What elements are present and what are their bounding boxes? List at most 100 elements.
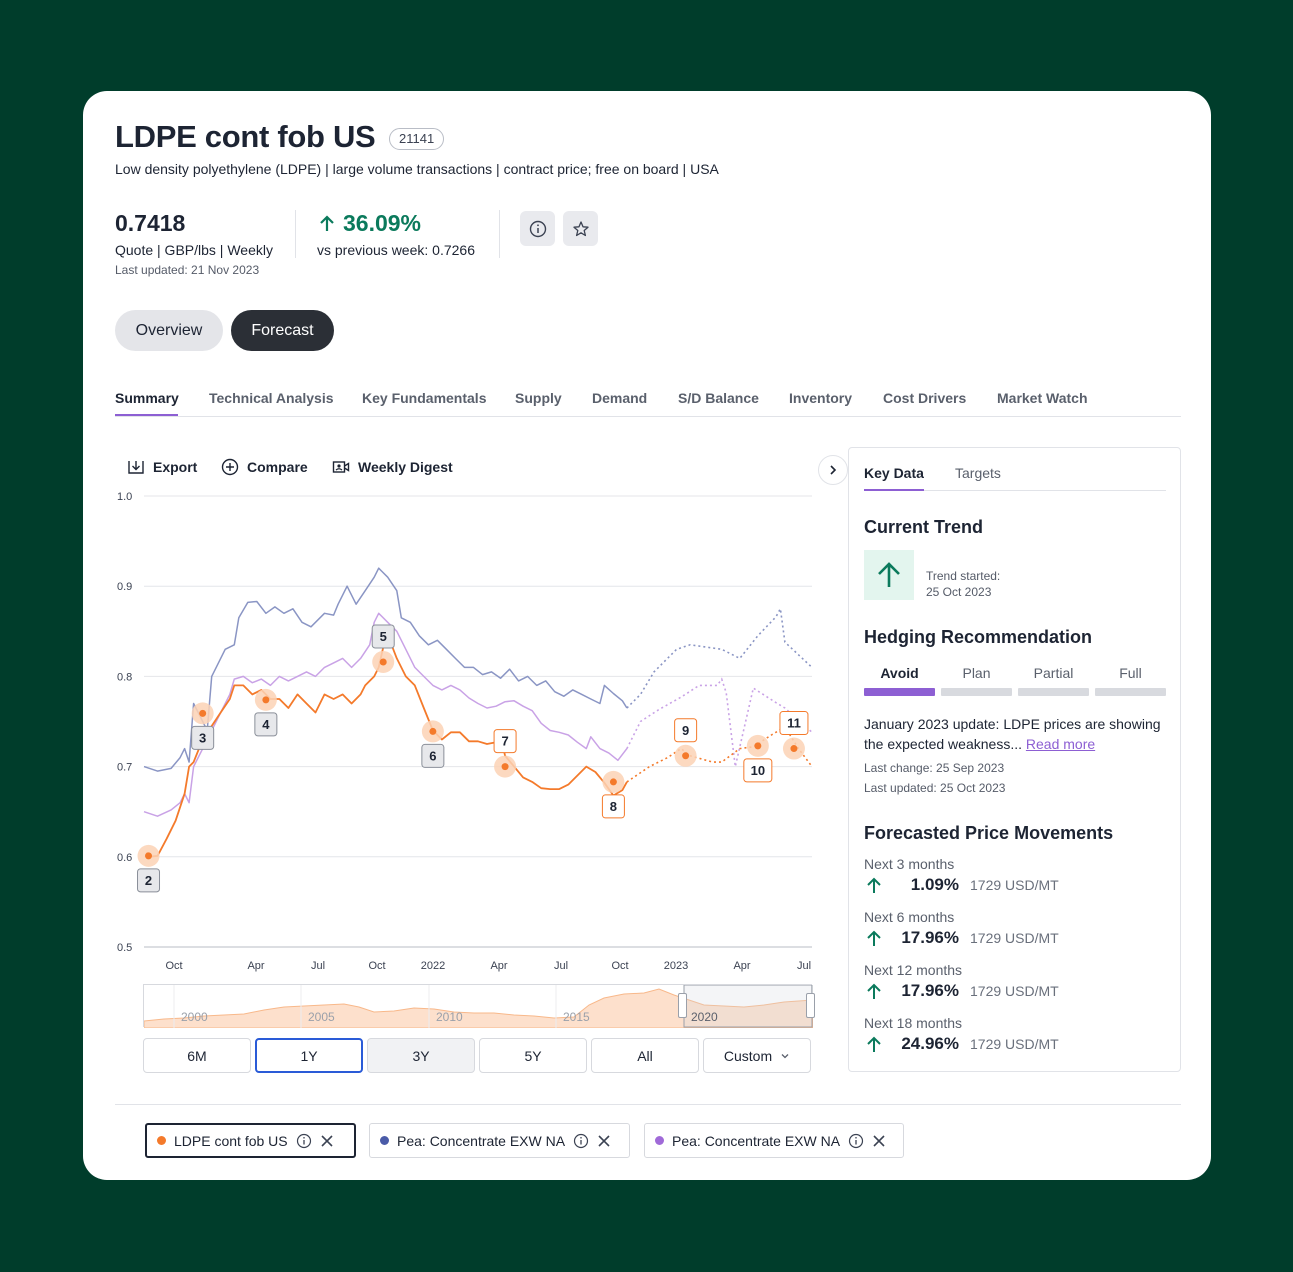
info-icon[interactable] xyxy=(573,1133,589,1149)
range-all-button[interactable]: All xyxy=(591,1038,699,1073)
x-tick-label: Oct xyxy=(611,960,628,972)
forecast-period: Next 3 months xyxy=(864,856,955,872)
info-button[interactable] xyxy=(520,211,555,246)
compare-button[interactable]: Compare xyxy=(221,458,308,476)
hedge-bar-full xyxy=(1095,688,1166,696)
range-5y-button[interactable]: 5Y xyxy=(479,1038,587,1073)
range-custom-dropdown[interactable]: Custom xyxy=(703,1038,811,1073)
x-tick-label: Jul xyxy=(797,960,811,972)
navigator-year: 2015 xyxy=(563,1010,590,1024)
legend-item-ldpe[interactable]: LDPE cont fob US xyxy=(145,1123,356,1158)
chart-navigator[interactable]: 2000 2005 2010 2015 2020 xyxy=(143,984,815,1029)
x-tick-label: Jul xyxy=(311,960,325,972)
arrow-up-icon xyxy=(867,930,881,946)
forecast-row: 24.96% 1729 USD/MT xyxy=(864,1034,1059,1054)
hedge-option-partial: Partial xyxy=(1033,665,1074,681)
forecast-period: Next 18 months xyxy=(864,1015,963,1031)
star-icon xyxy=(572,220,589,236)
event-marker-dot xyxy=(199,709,207,717)
read-more-link[interactable]: Read more xyxy=(1025,736,1096,752)
navigator-year: 2010 xyxy=(436,1010,463,1024)
price-updated: Last updated: 21 Nov 2023 xyxy=(115,263,260,277)
navigator-year: 2020 xyxy=(691,1010,718,1024)
event-label-box xyxy=(601,794,625,819)
navigator-left-handle[interactable] xyxy=(678,993,687,1018)
change-percent: 36.09% xyxy=(343,210,422,236)
weekly-digest-button[interactable]: Weekly Digest xyxy=(332,458,453,476)
tab-summary[interactable]: Summary xyxy=(115,390,179,406)
event-label: 10 xyxy=(751,763,765,778)
close-icon[interactable] xyxy=(597,1134,611,1148)
forecast-line xyxy=(626,677,813,767)
close-icon[interactable] xyxy=(872,1134,886,1148)
tab-technical-analysis[interactable]: Technical Analysis xyxy=(209,390,334,406)
arrow-up-icon xyxy=(320,214,334,231)
tab-demand[interactable]: Demand xyxy=(592,390,648,406)
price-change: 36.09% xyxy=(317,210,421,237)
last-updated: Last updated: 25 Oct 2023 xyxy=(864,781,1006,795)
tab-bar: Summary Technical Analysis Key Fundament… xyxy=(115,390,1181,417)
arrow-up-icon xyxy=(867,1036,881,1052)
event-marker-dot xyxy=(754,742,762,750)
info-icon[interactable] xyxy=(296,1133,312,1149)
current-trend-heading: Current Trend xyxy=(864,517,984,537)
series-dot xyxy=(157,1136,166,1145)
close-icon[interactable] xyxy=(320,1134,334,1148)
tab-cost-drivers[interactable]: Cost Drivers xyxy=(883,390,967,406)
forecast-period: Next 6 months xyxy=(864,909,955,925)
price-chart[interactable]: 1.0 0.9 0.8 0.7 0.6 0.5 Oct Apr Jul Oct 2022 Apr Jul… xyxy=(83,91,843,1091)
legend-item-pea-blue[interactable]: Pea: Concentrate EXW NA xyxy=(369,1123,630,1158)
x-tick-label: Apr xyxy=(733,960,750,972)
tab-supply[interactable]: Supply xyxy=(515,390,562,406)
forecast-toggle[interactable]: Forecast xyxy=(231,310,334,351)
navigator-year: 2000 xyxy=(181,1010,208,1024)
event-marker-dot xyxy=(501,763,509,771)
collapse-panel-button[interactable] xyxy=(818,455,848,485)
divider xyxy=(295,210,296,258)
event-marker-dot xyxy=(262,696,270,704)
navigator-right-handle[interactable] xyxy=(806,993,815,1018)
tab-active-indicator xyxy=(864,489,924,491)
forecast-line xyxy=(626,725,813,783)
price-value: 0.7418 xyxy=(115,210,186,236)
tab-key-fundamentals[interactable]: Key Fundamentals xyxy=(362,390,487,406)
divider xyxy=(864,490,1166,491)
event-label-box xyxy=(191,725,215,750)
export-button[interactable]: Export xyxy=(127,458,197,476)
favorite-button[interactable] xyxy=(563,211,598,246)
hedge-option-full: Full xyxy=(1119,665,1142,681)
tab-targets[interactable]: Targets xyxy=(955,465,1001,481)
legend-item-pea-purple[interactable]: Pea: Concentrate EXW NA xyxy=(644,1123,904,1158)
y-tick-label: 0.7 xyxy=(117,762,132,774)
event-label: 7 xyxy=(501,734,508,749)
tab-market-watch[interactable]: Market Watch xyxy=(997,390,1088,406)
info-icon[interactable] xyxy=(848,1133,864,1149)
event-label: 2 xyxy=(145,873,152,888)
download-icon xyxy=(128,461,144,474)
tab-inventory[interactable]: Inventory xyxy=(789,390,853,406)
trend-indicator xyxy=(864,550,914,600)
navigator-area xyxy=(143,984,814,1029)
tab-key-data[interactable]: Key Data xyxy=(864,465,924,481)
last-change: Last change: 25 Sep 2023 xyxy=(864,761,1005,775)
tab-sd-balance[interactable]: S/D Balance xyxy=(678,390,759,406)
event-label: 5 xyxy=(380,629,387,644)
chevron-right-icon xyxy=(830,465,837,475)
event-marker-dot xyxy=(379,658,387,666)
hedge-bar-avoid xyxy=(864,688,935,696)
event-label-box xyxy=(371,624,395,649)
range-3y-button[interactable]: 3Y xyxy=(367,1038,475,1073)
overview-toggle[interactable]: Overview xyxy=(115,310,223,351)
forecast-row: 1.09% 1729 USD/MT xyxy=(864,875,1059,895)
range-1y-button[interactable]: 1Y xyxy=(255,1038,363,1073)
navigator-window xyxy=(683,984,813,1028)
x-tick-label: 2023 xyxy=(664,960,688,972)
hedge-option-plan: Plan xyxy=(962,665,991,681)
event-label-box xyxy=(421,743,445,768)
event-label-box xyxy=(779,711,809,736)
main-card: LDPE cont fob US 21141 Low density polye… xyxy=(83,91,1211,1180)
range-6m-button[interactable]: 6M xyxy=(143,1038,251,1073)
key-data-panel: Key Data Targets Current Trend Trend sta… xyxy=(848,447,1181,1072)
y-tick-label: 0.8 xyxy=(117,671,132,683)
forecast-row: 17.96% 1729 USD/MT xyxy=(864,928,1059,948)
